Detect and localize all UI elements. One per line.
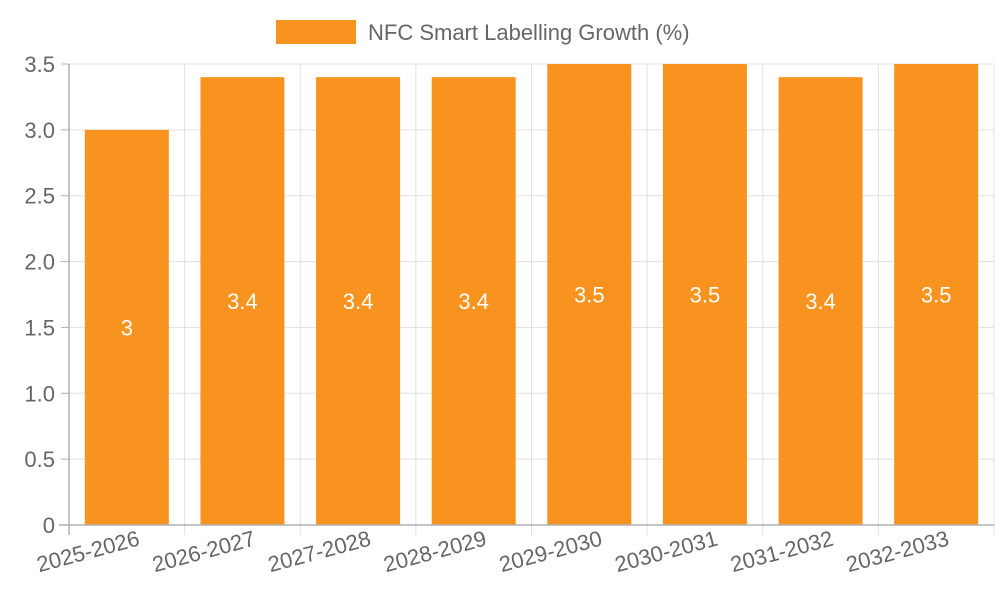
x-tick-label: 2026-2027 <box>150 526 258 577</box>
legend-label: NFC Smart Labelling Growth (%) <box>368 20 690 45</box>
data-label: 3 <box>121 315 133 340</box>
data-labels: 3 3.4 3.4 3.4 3.5 3.5 3.4 3.5 <box>121 283 952 341</box>
data-label: 3.5 <box>574 283 605 308</box>
bars <box>84 64 979 526</box>
bar[interactable] <box>84 129 169 525</box>
bar[interactable] <box>431 77 516 526</box>
data-label: 3.4 <box>227 289 258 314</box>
bar[interactable] <box>894 64 979 525</box>
legend-swatch <box>276 20 356 44</box>
data-label: 3.4 <box>805 289 836 314</box>
x-tick-label: 2028-2029 <box>381 526 489 577</box>
data-label: 3.4 <box>458 289 489 314</box>
data-label: 3.4 <box>343 289 374 314</box>
y-tick-label: 0 <box>43 513 55 538</box>
data-label: 3.5 <box>921 283 952 308</box>
x-tick-label: 2030-2031 <box>612 526 720 577</box>
x-tick-label: 2032-2033 <box>843 526 951 577</box>
y-tick-label: 2.0 <box>24 250 55 275</box>
y-tick-label: 2.5 <box>24 184 55 209</box>
bar[interactable] <box>778 77 863 526</box>
bar[interactable] <box>316 77 401 526</box>
x-tick-label: 2031-2032 <box>728 526 836 577</box>
y-tick-label: 1.5 <box>24 315 55 340</box>
bar[interactable] <box>547 64 632 525</box>
axes <box>59 64 994 535</box>
y-tick-label: 3.0 <box>24 118 55 143</box>
x-axis-ticks: 2025-2026 2026-2027 2027-2028 2028-2029 2029… <box>34 526 951 577</box>
bar[interactable] <box>200 77 285 526</box>
bar[interactable] <box>662 64 747 525</box>
y-tick-label: 0.5 <box>24 447 55 472</box>
y-tick-label: 3.5 <box>24 52 55 77</box>
chart-legend[interactable]: NFC Smart Labelling Growth (%) <box>276 20 690 45</box>
x-tick-label: 2029-2030 <box>497 526 605 577</box>
y-axis-ticks: 0 0.5 1.0 1.5 2.0 2.5 3.0 3.5 <box>24 52 69 538</box>
data-label: 3.5 <box>690 283 721 308</box>
x-tick-label: 2027-2028 <box>265 526 373 577</box>
y-tick-label: 1.0 <box>24 381 55 406</box>
